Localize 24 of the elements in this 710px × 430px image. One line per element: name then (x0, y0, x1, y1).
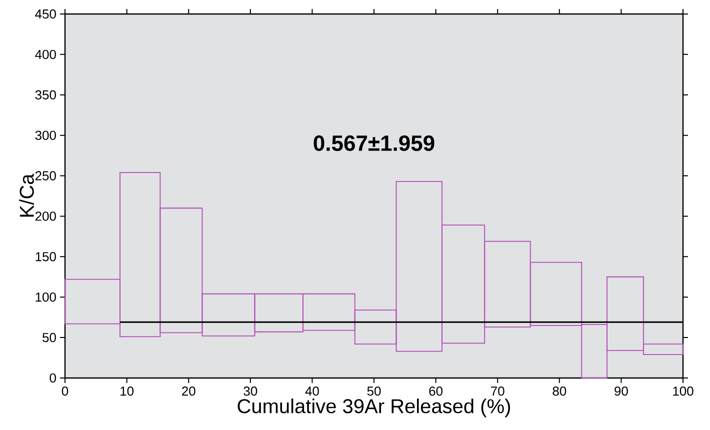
x-tick-label: 100 (673, 386, 694, 396)
y-tick-label: 100 (36, 292, 56, 302)
x-tick-label: 50 (367, 386, 381, 396)
y-tick-label: 400 (35, 50, 56, 60)
y-tick-label: 200 (35, 212, 56, 221)
x-tick-label: 90 (614, 386, 628, 396)
y-tick-label: 250 (35, 171, 56, 180)
x-tick-label: 30 (244, 386, 258, 396)
y-tick-label: 350 (35, 90, 56, 100)
x-tick-label: 0 (62, 386, 68, 396)
y-tick-label: 0 (50, 373, 56, 383)
x-tick-label: 70 (491, 386, 504, 396)
y-axis-title: K/Ca (19, 174, 34, 217)
x-tick-label: 20 (182, 386, 196, 396)
y-tick-label: 300 (35, 130, 56, 140)
x-tick-label: 60 (429, 386, 443, 396)
x-tick-label: 10 (120, 386, 134, 396)
x-tick-label: 40 (305, 386, 319, 396)
x-axis-title: Cumulative 39Ar Released (%) (238, 398, 510, 418)
x-tick-label: 80 (552, 386, 566, 396)
y-tick-label: 150 (36, 252, 56, 262)
y-tick-label: 50 (42, 332, 56, 342)
annotation: 0.567±1.959 (314, 135, 434, 151)
y-tick-label: 450 (35, 9, 56, 19)
